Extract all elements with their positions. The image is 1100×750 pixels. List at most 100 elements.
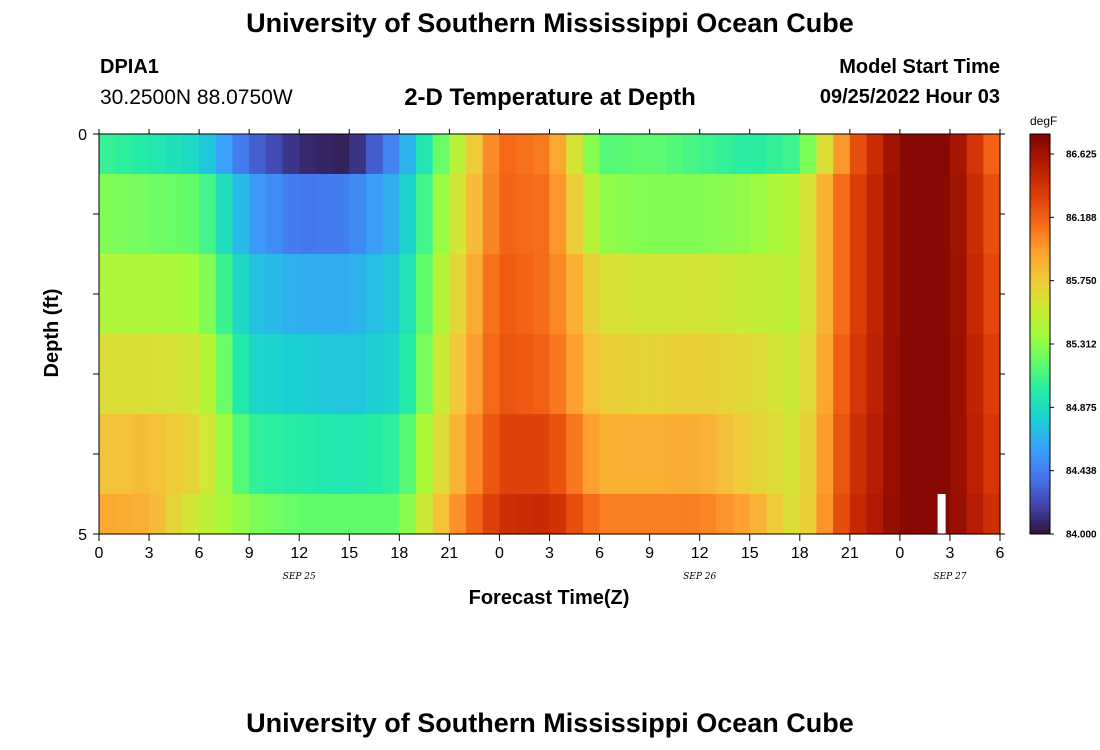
heatmap-cell — [799, 334, 818, 415]
x-tick-label: 0 — [495, 545, 504, 562]
heatmap-cell — [616, 414, 634, 495]
heatmap-cell — [165, 494, 184, 535]
heatmap-cell — [449, 254, 467, 335]
heatmap-cell — [749, 254, 768, 335]
heatmap-cell — [783, 174, 801, 255]
heatmap-cell — [182, 334, 200, 415]
heatmap-cell — [799, 414, 818, 495]
colorbar-tick-label: 85.750 — [1066, 276, 1097, 287]
heatmap-cell — [749, 334, 768, 415]
heatmap-cell — [432, 254, 450, 335]
station-id: DPIA1 — [100, 56, 159, 78]
heatmap-cell — [165, 174, 184, 255]
heatmap-cell — [99, 254, 117, 335]
heatmap-cell — [416, 174, 434, 255]
heatmap-cell — [349, 494, 367, 535]
heatmap-cell — [249, 174, 267, 255]
heatmap-cell — [365, 174, 384, 255]
heatmap-cell — [682, 414, 701, 495]
heatmap-cell — [966, 414, 984, 495]
heatmap-cell — [115, 254, 133, 335]
heatmap-cell — [349, 334, 367, 415]
heatmap-cell — [332, 174, 350, 255]
heatmap-cell — [365, 134, 384, 175]
heatmap-cell — [866, 134, 884, 175]
heatmap-cell — [649, 494, 667, 535]
heatmap-cell — [783, 334, 801, 415]
heatmap-cell — [833, 174, 851, 255]
heatmap-cell — [833, 134, 851, 175]
heatmap-cell — [299, 414, 317, 495]
heatmap-cell — [549, 494, 567, 535]
heatmap-cell — [833, 254, 851, 335]
x-tick-label: 0 — [95, 545, 104, 562]
x-tick-label: 12 — [290, 545, 308, 562]
date-label: SEP 25 — [283, 572, 316, 582]
heatmap-cell — [616, 174, 634, 255]
heatmap-cell — [249, 414, 267, 495]
heatmap-cell — [899, 414, 918, 495]
heatmap-cell — [566, 414, 584, 495]
heatmap-cell — [182, 414, 200, 495]
heatmap-cell — [799, 134, 818, 175]
heatmap-cell — [966, 494, 984, 535]
heatmap-cell — [282, 414, 300, 495]
heatmap-cell — [499, 334, 517, 415]
heatmap-cell — [766, 174, 784, 255]
heatmap-cell — [416, 494, 434, 535]
heatmap-cell — [699, 174, 717, 255]
heatmap-cell — [716, 254, 734, 335]
heatmap-cell — [466, 414, 484, 495]
heatmap-cell — [282, 174, 300, 255]
heatmap-cell — [165, 414, 184, 495]
heatmap-cell — [699, 334, 717, 415]
heatmap-cell — [899, 494, 918, 535]
heatmap-cell — [783, 414, 801, 495]
heatmap-cell — [416, 134, 434, 175]
x-tick-label: 18 — [390, 545, 408, 562]
page-title: University of Southern Mississippi Ocean… — [246, 8, 854, 38]
heatmap-cell — [983, 254, 1001, 335]
heatmap-cell — [733, 174, 751, 255]
heatmap-cell — [733, 134, 751, 175]
axis-ticks — [93, 129, 1005, 541]
heatmap-cell — [499, 134, 517, 175]
heatmap-cell — [399, 254, 417, 335]
heatmap-cell — [716, 494, 734, 535]
heatmap-cell — [933, 414, 951, 495]
heatmap-cell — [616, 494, 634, 535]
heatmap-cell — [716, 134, 734, 175]
heatmap-cell — [349, 414, 367, 495]
heatmap-cell — [132, 134, 150, 175]
colorbar-tick-label: 84.000 — [1066, 530, 1097, 541]
heatmap-cell — [432, 414, 450, 495]
heatmap-cell — [649, 134, 667, 175]
heatmap-cell — [816, 174, 834, 255]
x-tick-label: 18 — [791, 545, 809, 562]
heatmap-cell — [299, 174, 317, 255]
heatmap-cell — [966, 254, 984, 335]
heatmap-cell — [682, 134, 701, 175]
heatmap-cell — [582, 174, 601, 255]
heatmap-cell — [265, 174, 284, 255]
heatmap-cell — [916, 174, 934, 255]
heatmap-cell — [232, 494, 250, 535]
heatmap-cell — [199, 254, 217, 335]
heatmap-cell — [749, 494, 768, 535]
heatmap-cell — [833, 414, 851, 495]
heatmap-cell — [666, 414, 684, 495]
heatmap-cell — [933, 174, 951, 255]
x-tick-label: 9 — [245, 545, 254, 562]
heatmap-cell — [582, 414, 601, 495]
heatmap-cell — [449, 134, 467, 175]
x-tick-label: 0 — [895, 545, 904, 562]
heatmap-cell — [783, 254, 801, 335]
heatmap-cell — [466, 334, 484, 415]
heatmap-cell — [482, 414, 501, 495]
x-tick-label: 21 — [841, 545, 859, 562]
heatmap-cell — [382, 494, 400, 535]
heatmap-cell — [399, 174, 417, 255]
heatmap-cell — [632, 174, 651, 255]
heatmap-cell — [716, 334, 734, 415]
colorbar-tick-label: 86.625 — [1066, 150, 1097, 161]
